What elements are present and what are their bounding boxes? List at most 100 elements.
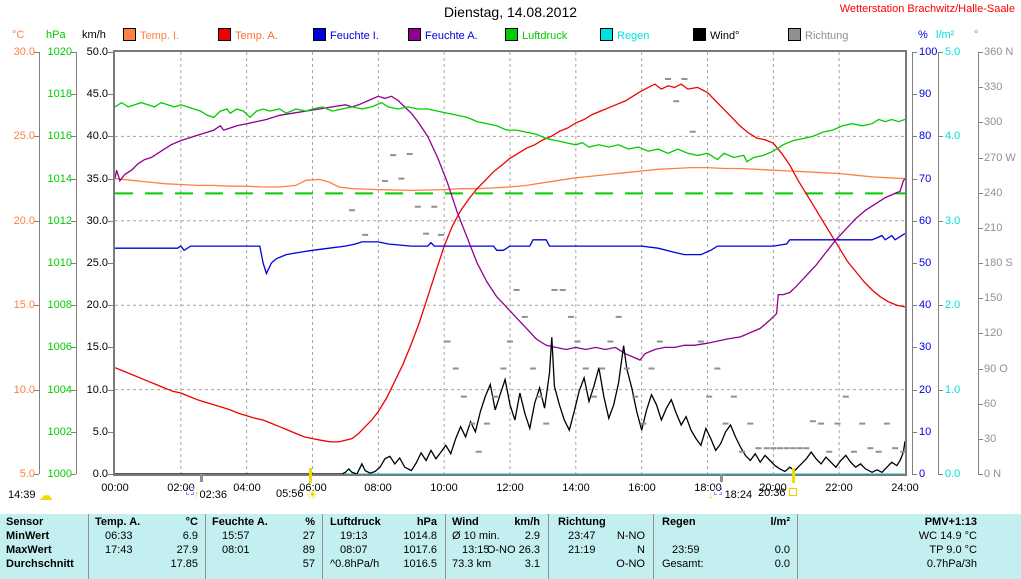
table-cell: TP 9.0 °C: [929, 544, 977, 556]
axis-tick-wind: [108, 347, 113, 348]
axis-tick-label-wind: 15.0: [86, 341, 108, 353]
x-axis-label: 04:00: [233, 482, 261, 494]
table-cell: 15:57: [222, 530, 250, 542]
axis-tick-label-humidity: 50: [919, 257, 932, 269]
table-separator: [205, 514, 206, 579]
axis-tick-pressure: [71, 474, 76, 475]
moonset-time: 18:24: [724, 489, 753, 501]
axis-line-rain: [938, 52, 939, 474]
legend-item-feuchte-i-: Feuchte I.: [313, 28, 379, 42]
table-cell: WC 14.9 °C: [918, 530, 977, 542]
x-axis-label: 10:00: [430, 482, 458, 494]
axis-tick-humidity: [912, 390, 917, 391]
table-col-header: Richtung: [558, 516, 606, 528]
axis-tick-wind: [108, 432, 113, 433]
legend-label: Luftdruck: [522, 30, 568, 42]
axis-tick-label-direction: 60: [984, 398, 997, 410]
axis-tick-label-temp: 10.0: [13, 384, 35, 396]
table-cell: O-NO: [616, 558, 645, 570]
sunset-time: 20:36: [758, 487, 786, 499]
table-cell: 6.9: [182, 530, 198, 542]
axis-tick-label-direction: 120: [984, 327, 1003, 339]
sunrise-marker: 05:56 ☀: [276, 487, 318, 503]
moonset-arrow-icon: ↓: [708, 489, 714, 501]
axis-tick-direction: [978, 122, 983, 123]
axis-unit-pressure: hPa: [46, 29, 66, 41]
axis-tick-pressure: [71, 179, 76, 180]
axis-unit-direction: °: [974, 29, 979, 41]
table-row-label: Durchschnitt: [6, 558, 74, 570]
table-cell: 13:15: [462, 544, 490, 556]
axis-tick-temp: [34, 474, 39, 475]
axis-tick-label-direction: 240: [984, 187, 1003, 199]
axis-tick-label-humidity: 100: [919, 46, 938, 58]
table-row-label: Sensor: [6, 516, 44, 528]
axis-tick-pressure: [71, 263, 76, 264]
axis-tick-label-rain: 0.0: [945, 468, 961, 480]
x-axis-label: 24:00: [891, 482, 919, 494]
table-cell: ^0.8hPa/h: [330, 558, 380, 570]
axis-tick-label-temp: 20.0: [13, 215, 35, 227]
table-cell: Gesamt:: [662, 558, 704, 570]
hum_out-line: [115, 95, 905, 361]
axis-tick-label-direction: 0 N: [984, 468, 1002, 480]
table-col-unit: l/m²: [770, 516, 790, 528]
axis-tick-label-humidity: 0: [919, 468, 926, 480]
axis-tick-direction: [978, 298, 983, 299]
legend-item-richtung: Richtung: [788, 28, 848, 42]
table-cell: 0.7hPa/3h: [926, 558, 977, 570]
axis-tick-label-direction: 180 S: [984, 257, 1013, 269]
legend-item-temp-i-: Temp. I.: [123, 28, 179, 42]
moonrise-tick: [200, 474, 203, 482]
axis-tick-temp: [34, 390, 39, 391]
table-separator: [797, 514, 798, 579]
table-cell: 1014.8: [403, 530, 437, 542]
table-row-label: MaxWert: [6, 544, 52, 556]
sunrise-time: 05:56: [276, 488, 304, 500]
sunset-marker: 20:36: [758, 487, 797, 499]
axis-tick-temp: [34, 136, 39, 137]
axis-tick-label-rain: 4.0: [945, 130, 961, 142]
axis-tick-label-pressure: 1004: [47, 384, 72, 396]
table-cell: 3.1: [524, 558, 540, 570]
axis-tick-label-direction: 30: [984, 433, 997, 445]
table-cell: 89: [302, 544, 315, 556]
axis-tick-humidity: [912, 179, 917, 180]
table-cell: 2.9: [524, 530, 540, 542]
table-cell: 0.0: [774, 544, 790, 556]
axis-tick-direction: [978, 404, 983, 405]
axis-tick-humidity: [912, 221, 917, 222]
axis-tick-label-pressure: 1008: [47, 299, 72, 311]
axis-tick-label-wind: 40.0: [86, 130, 108, 142]
legend-swatch: [693, 28, 706, 41]
axis-tick-label-temp: 25.0: [13, 130, 35, 142]
axis-tick-label-direction: 270 W: [984, 152, 1016, 164]
legend-swatch: [788, 28, 801, 41]
legend-item-wind-: Wind°: [693, 28, 739, 42]
axis-tick-humidity: [912, 474, 917, 475]
legend-item-regen: Regen: [600, 28, 649, 42]
axis-tick-label-humidity: 30: [919, 341, 932, 353]
legend-swatch: [218, 28, 231, 41]
axis-tick-pressure: [71, 136, 76, 137]
axis-tick-pressure: [71, 390, 76, 391]
axis-unit-temp: °C: [12, 29, 25, 41]
page-title: Dienstag, 14.08.2012: [443, 4, 578, 20]
moonrise-arrow-icon: ↑: [194, 489, 200, 501]
axis-tick-pressure: [71, 305, 76, 306]
legend-item-luftdruck: Luftdruck: [505, 28, 568, 42]
moonset-marker: ↓ 18:24: [708, 487, 752, 501]
table-cell: O-NO 26.3: [486, 544, 540, 556]
table-col-header: Temp. A.: [95, 516, 141, 528]
table-cell: 21:19: [568, 544, 596, 556]
weather-chart-svg: [115, 52, 905, 474]
axis-tick-pressure: [71, 52, 76, 53]
axis-tick-label-direction: 300: [984, 116, 1003, 128]
axis-tick-direction: [978, 158, 983, 159]
axis-tick-wind: [108, 179, 113, 180]
axis-unit-rain: l/m²: [936, 29, 955, 41]
table-separator: [445, 514, 446, 579]
legend-label: Temp. A.: [235, 30, 278, 42]
table-row-label: MinWert: [6, 530, 50, 542]
